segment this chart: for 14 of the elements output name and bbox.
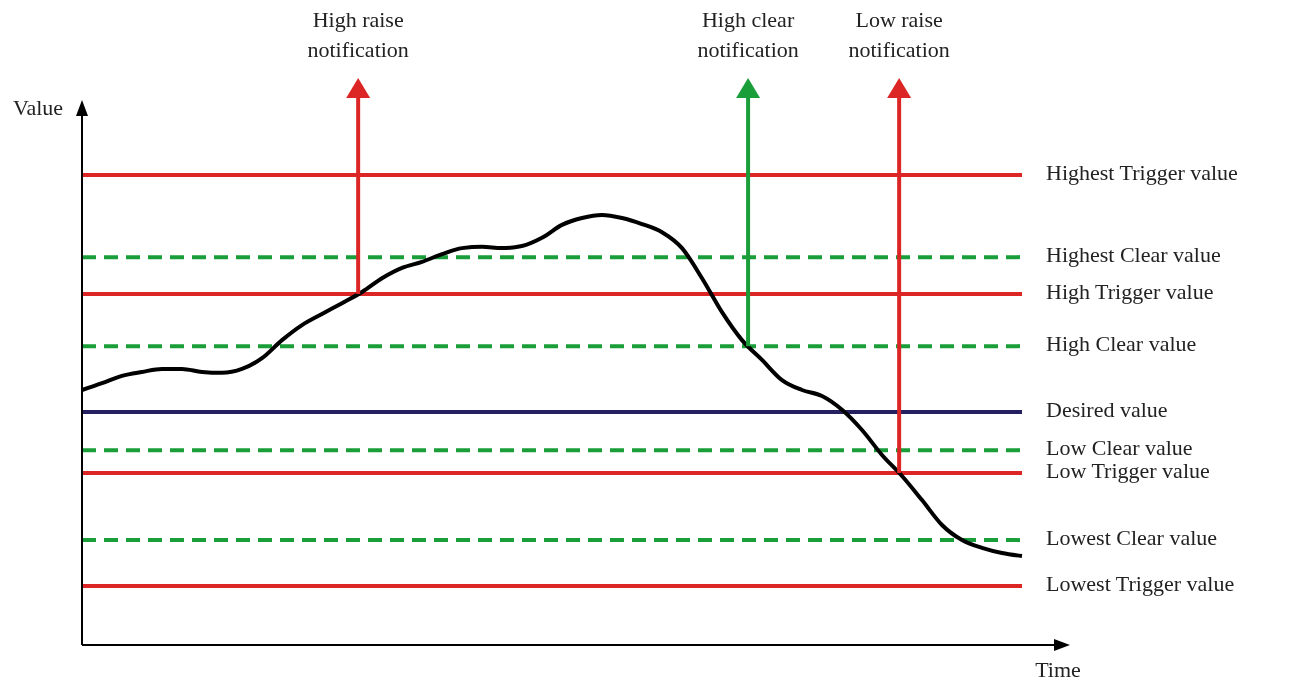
text: Low raise notification — [848, 7, 950, 63]
ref-line-label: Lowest Clear value — [1046, 525, 1218, 551]
ref-line-label: Highest Clear value — [1046, 242, 1221, 268]
y-axis-title: Value — [12, 95, 64, 121]
text: High clear notification — [697, 7, 799, 63]
ref-line-label: High Trigger value — [1046, 279, 1214, 305]
ref-line-label: High Clear value — [1046, 331, 1197, 357]
ref-line-label: Desired value — [1046, 396, 1168, 422]
text: High raise notification — [307, 7, 409, 63]
ref-line-label: Highest Trigger value — [1046, 160, 1238, 186]
ref-line-label: Lowest Trigger value — [1046, 571, 1235, 597]
ref-line-label: Low Clear value — [1046, 435, 1193, 461]
x-axis-title: Time — [1035, 657, 1081, 682]
ref-line-label: Low Trigger value — [1046, 458, 1210, 484]
